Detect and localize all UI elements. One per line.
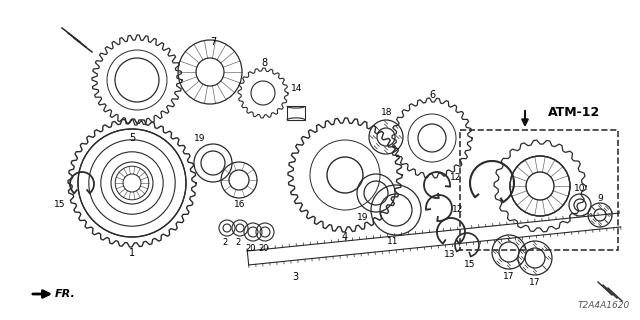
Text: 15: 15 [464,260,476,269]
Text: 14: 14 [291,84,303,93]
Text: T2A4A1620: T2A4A1620 [578,301,630,310]
Text: FR.: FR. [55,289,76,299]
Text: 13: 13 [444,250,456,259]
Text: 7: 7 [210,37,216,47]
Text: 15: 15 [54,200,66,209]
Text: 12: 12 [452,204,463,213]
Text: 5: 5 [129,133,135,143]
Bar [287,106,305,120]
Text: 2: 2 [222,238,228,247]
Text: 4: 4 [342,232,348,242]
Text: 16: 16 [234,200,246,209]
Text: 17: 17 [503,272,515,281]
Text: 18: 18 [381,108,393,117]
Text: ATM-12: ATM-12 [548,106,600,118]
Bar [460,130,618,250]
Text: 2: 2 [236,238,241,247]
Text: 10: 10 [574,184,586,193]
Text: 9: 9 [597,194,603,203]
Text: 20: 20 [259,244,269,253]
Text: 20: 20 [246,244,256,253]
Text: 12: 12 [450,173,461,182]
Text: 8: 8 [261,58,267,68]
Text: 3: 3 [292,272,298,282]
Text: 1: 1 [129,248,135,258]
Text: 19: 19 [357,213,369,222]
Text: 11: 11 [387,237,399,246]
Text: 17: 17 [529,278,541,287]
Text: 6: 6 [429,90,435,100]
Text: 19: 19 [195,134,205,143]
